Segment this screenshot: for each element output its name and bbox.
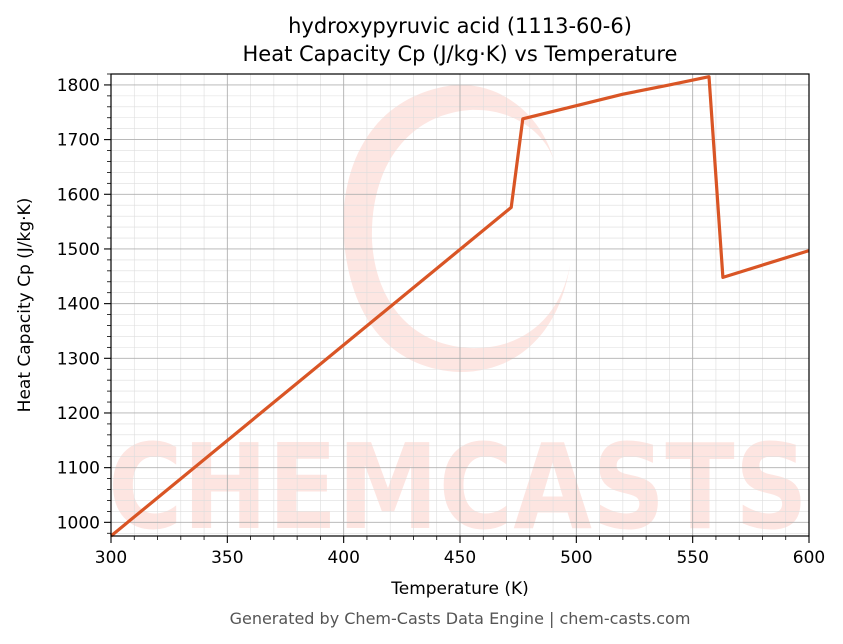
y-axis-label: Heat Capacity Cp (J/kg·K) bbox=[15, 198, 35, 413]
y-tick-labels: 1000 1100 1200 1300 1400 1500 1600 1700 1800 bbox=[57, 76, 100, 533]
x-tick-label: 600 bbox=[793, 548, 825, 568]
y-tick-label: 1600 bbox=[57, 185, 100, 205]
y-tick-label: 1000 bbox=[57, 513, 100, 533]
y-tick-label: 1700 bbox=[57, 131, 100, 151]
watermark-swirl-icon bbox=[343, 84, 570, 372]
y-tick-label: 1100 bbox=[57, 459, 100, 479]
watermark: CHEMCASTS bbox=[108, 84, 808, 556]
y-tick-label: 1300 bbox=[57, 349, 100, 369]
x-tick-label: 500 bbox=[560, 548, 592, 568]
x-tick-label: 400 bbox=[327, 548, 359, 568]
y-tick-label: 1800 bbox=[57, 76, 100, 96]
y-tick-label: 1400 bbox=[57, 295, 100, 315]
y-tick-label: 1200 bbox=[57, 404, 100, 424]
x-tick-labels: 300 350 400 450 500 550 600 bbox=[95, 548, 825, 568]
axis-ticks bbox=[104, 73, 810, 543]
chart-title-line1: hydroxypyruvic acid (1113-60-6) bbox=[288, 14, 632, 38]
x-tick-label: 300 bbox=[95, 548, 127, 568]
x-tick-label: 350 bbox=[211, 548, 243, 568]
chart-title-line2: Heat Capacity Cp (J/kg·K) vs Temperature bbox=[243, 42, 678, 66]
x-axis-label: Temperature (K) bbox=[390, 579, 529, 599]
watermark-text: CHEMCASTS bbox=[108, 418, 808, 556]
x-tick-label: 450 bbox=[444, 548, 476, 568]
series-line bbox=[109, 75, 810, 538]
footer-text: Generated by Chem-Casts Data Engine | ch… bbox=[230, 609, 691, 628]
y-tick-label: 1500 bbox=[57, 240, 100, 260]
x-tick-label: 550 bbox=[676, 548, 708, 568]
